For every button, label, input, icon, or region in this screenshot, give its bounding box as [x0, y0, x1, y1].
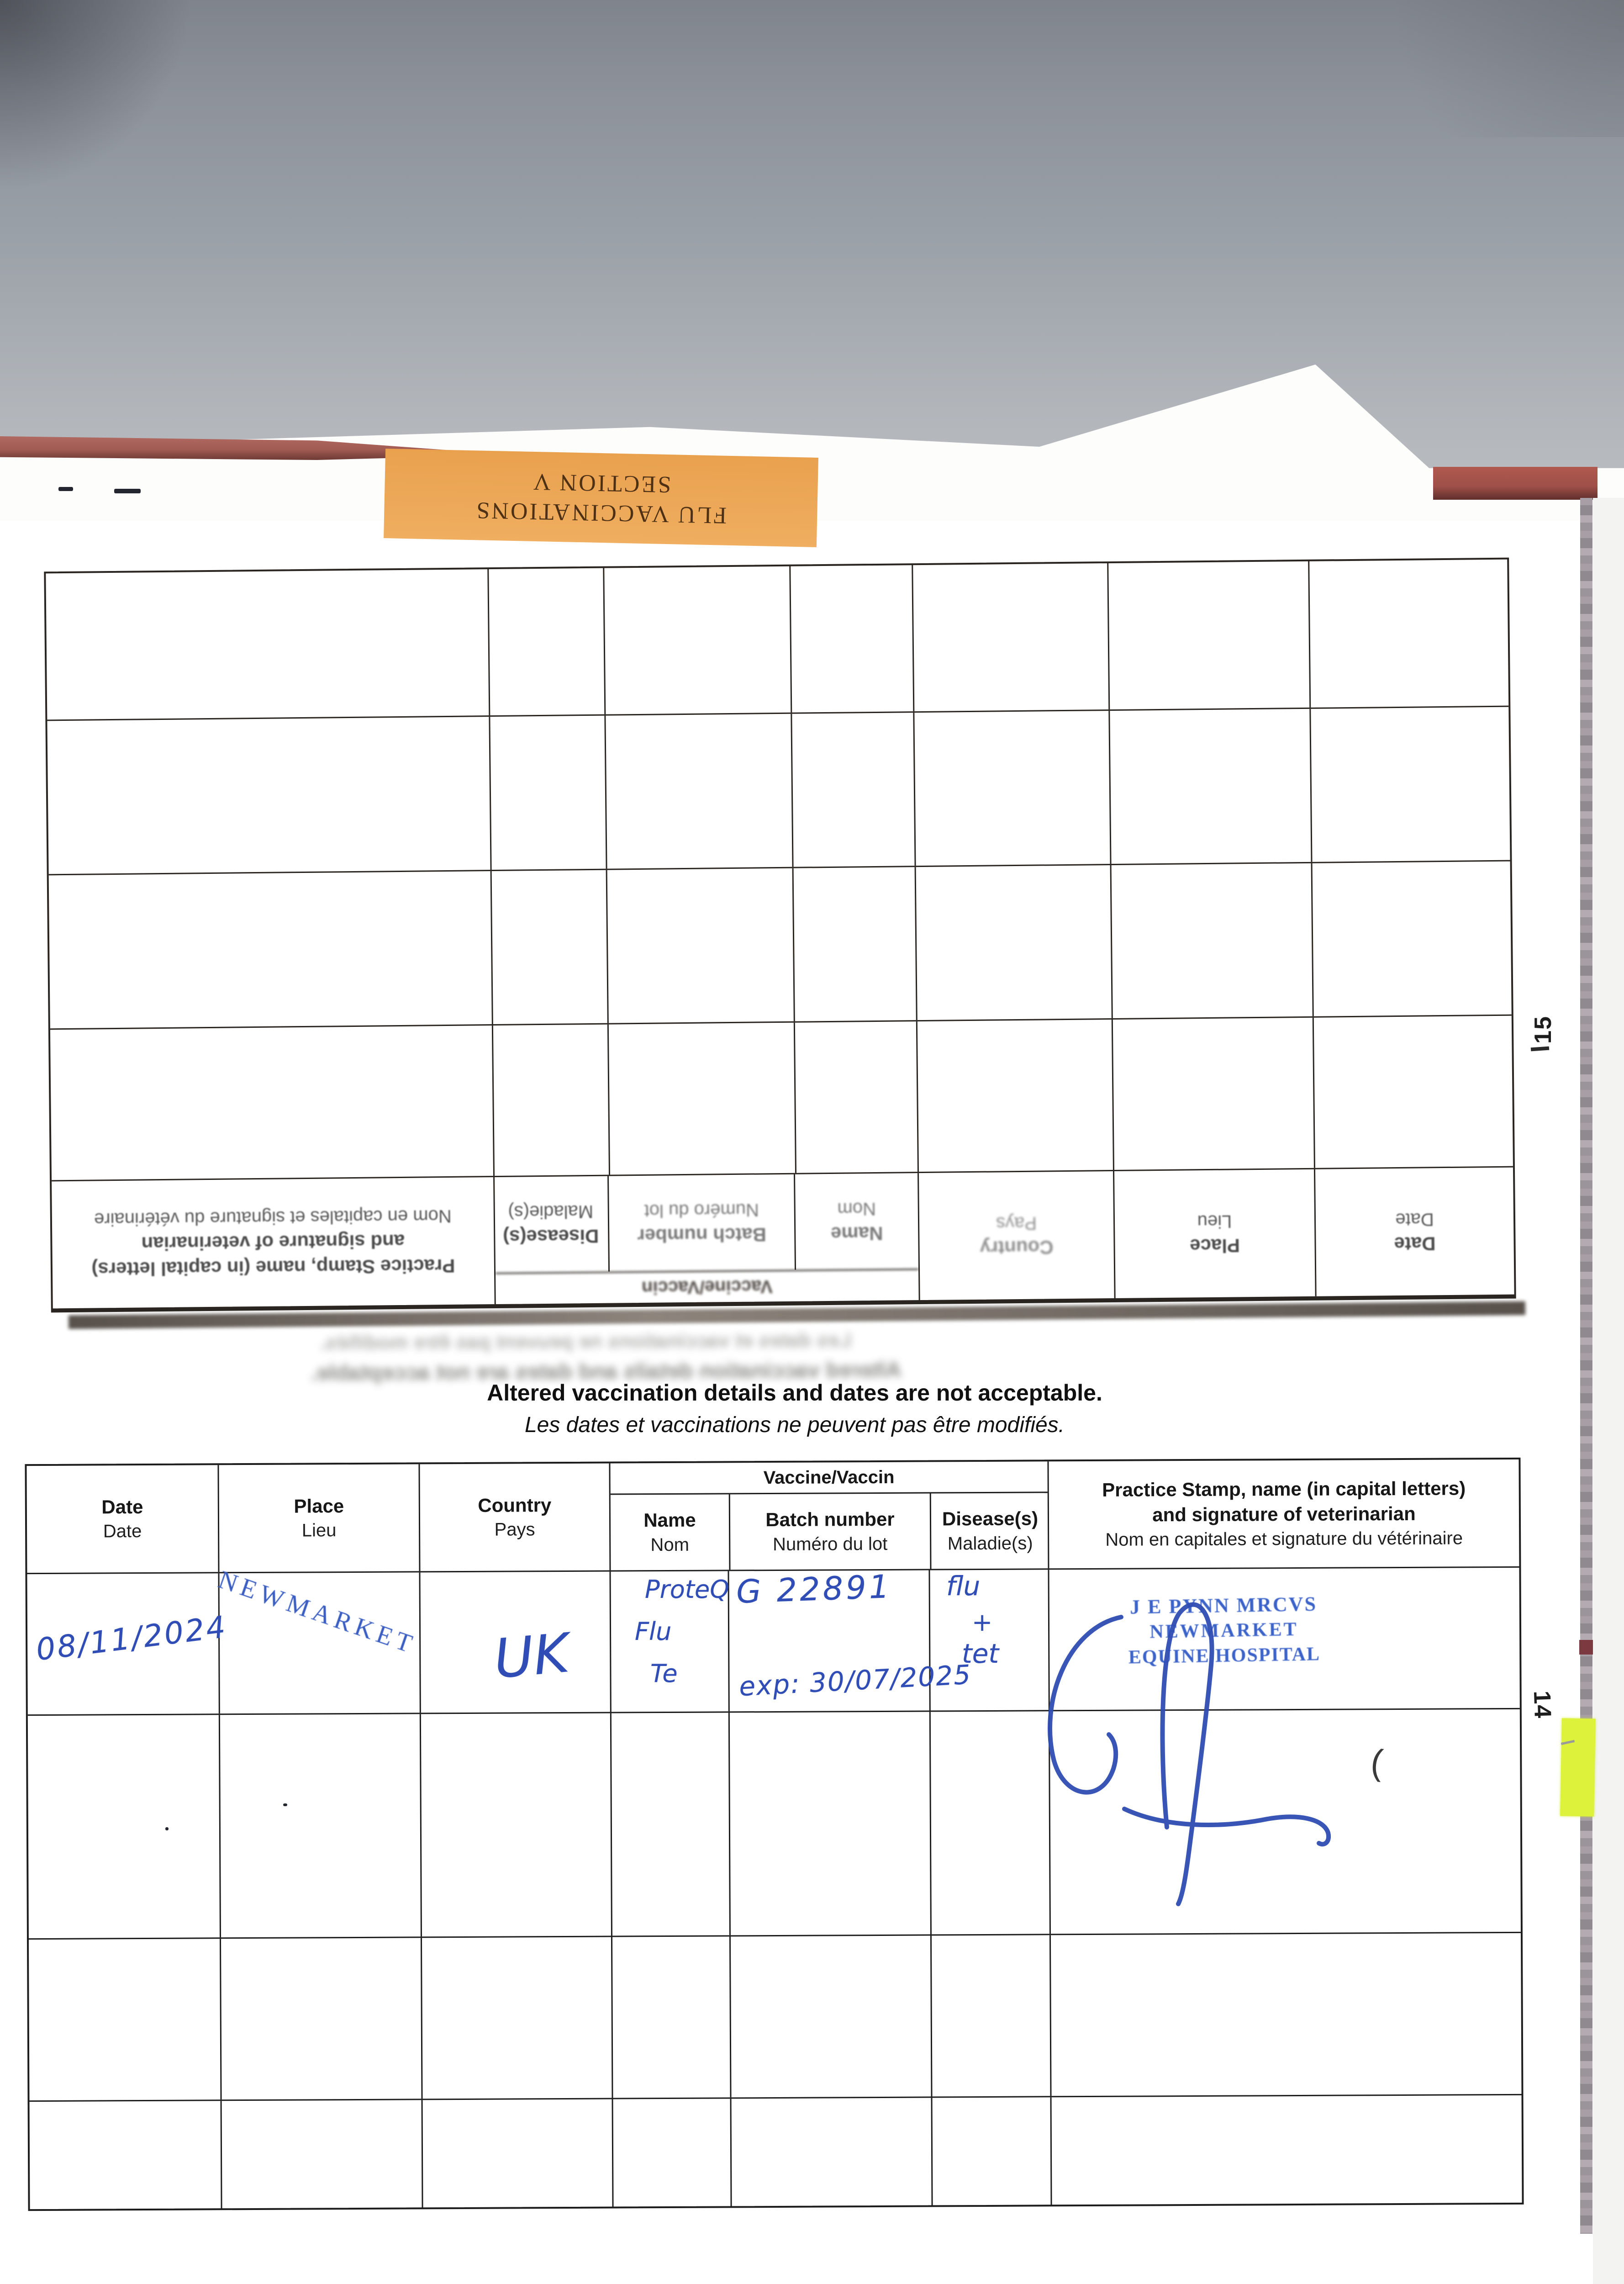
header-vaccine-label: Vaccine/Vaccin: [610, 1461, 1048, 1495]
ink-speck: [283, 1803, 287, 1806]
entry-vaccine-name: Te: [650, 1659, 678, 1688]
corner-shadow-right: [1350, 0, 1624, 137]
entry-disease: +: [972, 1608, 993, 1637]
scanner-background: [0, 0, 1624, 516]
header-practice: Practice Stamp, name (in capital letters…: [1047, 1459, 1519, 1569]
flipped-header-name: Name Nom: [830, 1199, 883, 1245]
page-right-margin: [1593, 498, 1624, 2284]
header-place: Place Lieu: [217, 1464, 419, 1572]
flipped-vaccination-table: Date Date Place Lieu Country Pays Vaccin…: [44, 557, 1516, 1313]
notice-french: Les dates et vaccinations ne peuvent pas…: [524, 1413, 1065, 1437]
flipped-header-batch: Batch number Numéro du lot: [609, 1174, 796, 1272]
cover-spine-band-right: [1433, 467, 1598, 500]
section-label-line1: FLU VACCINATIONS: [474, 497, 727, 529]
header-country: Country Pays: [418, 1463, 610, 1571]
flipped-table-row: [48, 861, 1512, 1030]
ink-speck: [165, 1827, 169, 1830]
page-number-15-mark: [1530, 1046, 1550, 1052]
entry-vaccine-name: ProteQ: [645, 1575, 729, 1604]
flipped-table-header: Date Date Place Lieu Country Pays Vaccin…: [52, 1168, 1514, 1309]
flipped-header-vaccine-group: Vaccine/Vaccin Name Nom Batch number Num…: [493, 1173, 920, 1305]
page-number-14: 14: [1528, 1690, 1556, 1719]
alteration-notice: Altered vaccination details and dates ar…: [274, 1380, 1315, 1438]
entry-country: UK: [491, 1621, 572, 1691]
flipped-table-row: [50, 1015, 1513, 1182]
flipped-header-place: Place Lieu: [1114, 1169, 1317, 1298]
header-vaccine-group: Vaccine/Vaccin Name Nom Batch number Num…: [609, 1461, 1049, 1570]
section-label-line2: SECTION V: [531, 468, 671, 498]
flipped-header-disease: Disease(s) Maladie(s): [493, 1176, 610, 1273]
table-row: [28, 1931, 1522, 2101]
flipped-header-practice: Practice Stamp, name (in capital letters…: [52, 1177, 496, 1309]
ink-speck: [58, 487, 73, 491]
flipped-table-row: [46, 558, 1509, 721]
binding-strip: [1580, 498, 1592, 2234]
corner-shadow-left: [0, 0, 192, 192]
ink-speck: [114, 489, 141, 493]
table-row: [29, 2094, 1522, 2210]
entry-disease: flu: [946, 1570, 981, 1602]
entry-batch-number: G 22891: [735, 1568, 893, 1611]
notice-english: Altered vaccination details and dates ar…: [487, 1380, 1102, 1406]
flipped-header-country: Country Pays: [919, 1171, 1116, 1301]
header-batch: Batch number Numéro du lot: [728, 1493, 930, 1570]
table-header: Date Date Place Lieu Country Pays Vaccin…: [26, 1459, 1519, 1573]
flu-vaccinations-section-label: FLU VACCINATIONS SECTION V: [384, 449, 818, 547]
flipped-table-row: [47, 707, 1510, 876]
entry-disease: tet: [962, 1638, 999, 1669]
header-disease: Disease(s) Maladie(s): [929, 1493, 1049, 1569]
binding-red-segment: [1579, 1640, 1593, 1655]
entry-vaccine-name: Flu: [635, 1617, 672, 1646]
page-number-15: 15: [1529, 1015, 1556, 1044]
flipped-header-date: Date Date: [1394, 1209, 1436, 1255]
veterinarian-signature: [1048, 1602, 1331, 1906]
bleed-through-text-1: Les dates et vaccinations ne peuvent pas…: [319, 1328, 852, 1354]
header-name: Name Nom: [643, 1509, 696, 1555]
header-date: Date Date: [101, 1496, 143, 1542]
yellow-highlight-tab: [1560, 1718, 1596, 1817]
